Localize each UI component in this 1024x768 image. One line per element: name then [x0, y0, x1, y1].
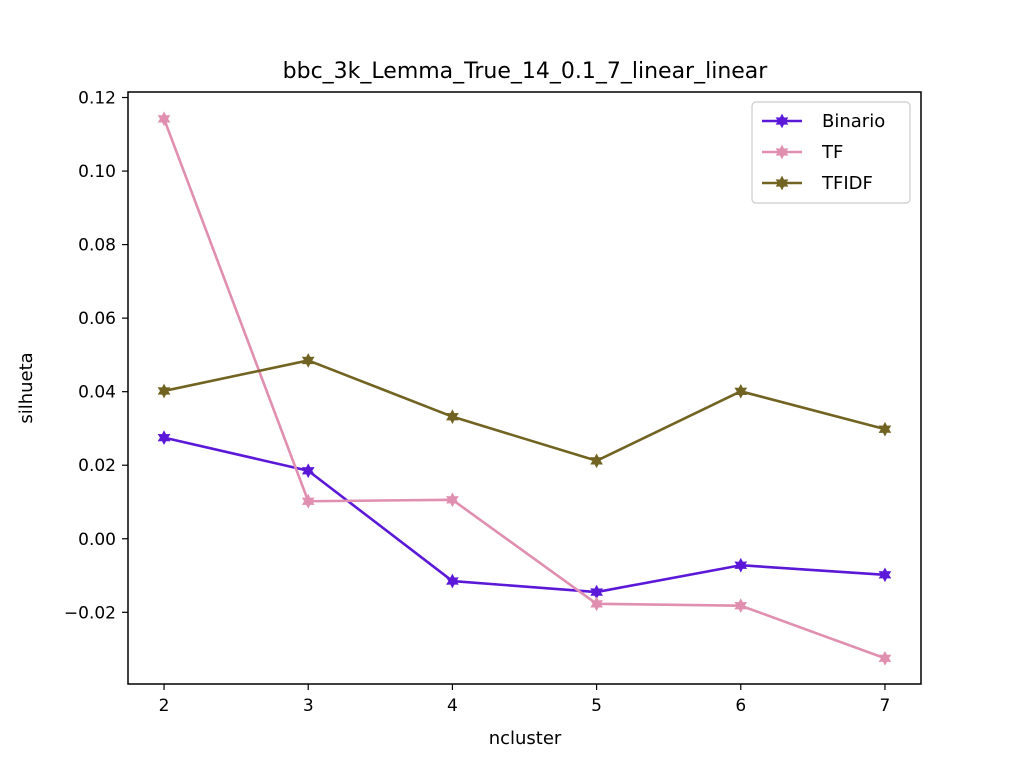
- legend-item: Binario: [762, 111, 885, 132]
- y-tick-label: 0.00: [78, 530, 116, 550]
- data-point: [446, 492, 459, 508]
- data-point: [734, 557, 748, 573]
- y-tick-label: 0.02: [78, 456, 116, 476]
- data-point: [157, 111, 171, 127]
- series-line: [163, 359, 886, 463]
- legend-label: Binario: [822, 111, 885, 132]
- series-tfidf: [157, 353, 892, 469]
- chart-title: bbc_3k_Lemma_True_14_0.1_7_linear_linear: [283, 59, 769, 84]
- data-point: [734, 383, 748, 399]
- y-tick-label: −0.02: [64, 603, 116, 623]
- legend: Binario TF TFIDF: [751, 101, 911, 204]
- legend-item: TF: [762, 142, 843, 163]
- x-tick-label: 7: [880, 696, 891, 716]
- series-binario: [157, 430, 892, 600]
- x-tick-label: 3: [303, 696, 314, 716]
- x-axis-label: ncluster: [489, 728, 562, 749]
- legend-swatch-marker: [775, 113, 789, 129]
- data-point: [734, 598, 748, 614]
- legend-swatch-marker: [775, 144, 789, 160]
- y-axis-label: silhueta: [16, 352, 37, 423]
- data-point: [157, 430, 171, 445]
- data-point: [878, 421, 892, 437]
- x-tick-label: 2: [159, 696, 170, 716]
- series-tf: [157, 111, 892, 666]
- data-point: [590, 453, 603, 469]
- x-tick-label: 4: [447, 696, 458, 716]
- data-point: [157, 383, 171, 399]
- legend-box: [751, 101, 911, 204]
- data-point: [590, 596, 603, 612]
- legend-label: TFIDF: [821, 173, 873, 194]
- data-point: [301, 493, 315, 509]
- y-axis-ticks: −0.02 0.00 0.02 0.04 0.06 0.08 0.10 0.12: [64, 89, 128, 623]
- data-point: [878, 650, 892, 666]
- x-tick-label: 6: [735, 696, 746, 716]
- plot-area-frame: [127, 91, 922, 685]
- series-layer: [157, 111, 892, 666]
- y-tick-label: 0.12: [78, 89, 116, 109]
- data-point: [878, 567, 892, 583]
- series-line: [162, 118, 886, 660]
- y-tick-label: 0.04: [78, 383, 116, 403]
- legend-item: TFIDF: [762, 173, 873, 194]
- data-point: [446, 573, 459, 589]
- data-point: [446, 409, 459, 425]
- data-point: [301, 353, 315, 368]
- y-tick-label: 0.10: [78, 162, 116, 182]
- y-tick-label: 0.06: [78, 309, 116, 329]
- legend-swatch-marker: [775, 175, 789, 191]
- data-point: [301, 463, 315, 479]
- x-axis-ticks: 2 3 4 5 6 7: [159, 684, 891, 716]
- legend-label: TF: [821, 142, 843, 163]
- x-tick-label: 5: [591, 696, 602, 716]
- y-tick-label: 0.08: [78, 236, 116, 256]
- legend-items: Binario TF TFIDF: [762, 111, 885, 194]
- series-line: [163, 436, 886, 594]
